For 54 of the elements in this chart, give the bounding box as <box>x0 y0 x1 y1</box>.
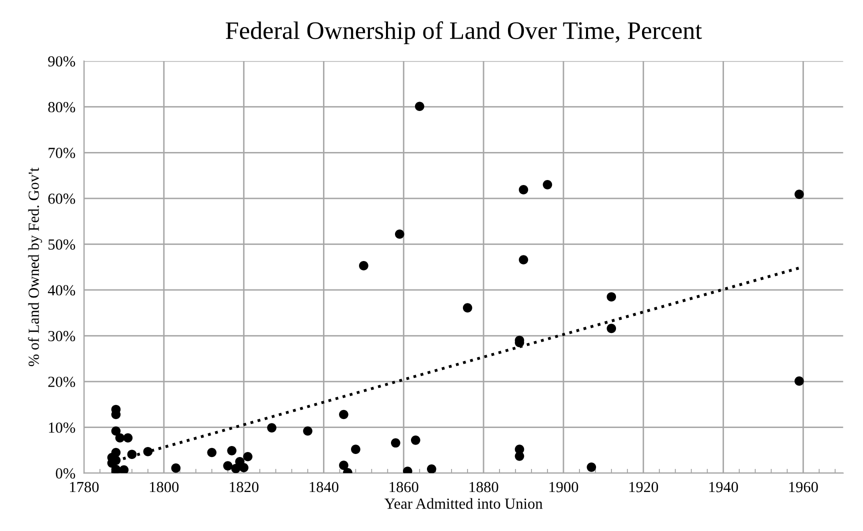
point <box>119 465 129 474</box>
y-tick-label: 80% <box>48 102 76 112</box>
x-tick-label: 1940 <box>709 482 738 492</box>
point <box>410 436 420 445</box>
point <box>351 444 360 454</box>
point <box>518 185 528 194</box>
y-tick-label: 30% <box>48 330 76 342</box>
point <box>239 462 248 472</box>
chart-title: Federal Ownership of Land Over Time, Percent <box>226 21 702 44</box>
x-tick-label: 1880 <box>470 482 498 492</box>
y-tick-label: 90% <box>48 56 76 67</box>
point <box>123 433 133 443</box>
point <box>115 433 125 443</box>
point <box>542 180 552 190</box>
point <box>359 261 368 270</box>
point <box>514 452 524 461</box>
point <box>606 292 616 302</box>
point <box>794 376 804 386</box>
point <box>606 324 616 334</box>
point <box>426 464 436 474</box>
point <box>794 190 804 199</box>
y-tick-label: 20% <box>48 376 76 388</box>
x-tick-label: 1780 <box>70 482 99 492</box>
x-tick-label: 1920 <box>629 482 658 492</box>
point <box>462 303 472 312</box>
x-tick-label: 1860 <box>390 482 418 492</box>
y-axis-title: % of Land Owned by Fed. Gov't <box>28 168 42 366</box>
point <box>227 446 236 456</box>
point <box>339 460 348 470</box>
point <box>394 229 404 239</box>
x-tick-label: 1800 <box>150 482 179 492</box>
point <box>339 410 348 420</box>
point <box>111 426 121 436</box>
x-tick-label: 1840 <box>310 482 338 492</box>
y-tick-label: 70% <box>48 148 76 158</box>
point <box>267 423 276 432</box>
point <box>243 452 252 462</box>
point <box>414 102 424 112</box>
point <box>223 461 232 470</box>
y-tick-label: 60% <box>48 194 76 204</box>
y-tick-label: 10% <box>48 422 76 433</box>
point <box>586 462 596 472</box>
y-tick-label: 40% <box>48 285 76 296</box>
x-axis-title: Year Admitted into Union <box>384 498 543 509</box>
x-tick-label: 1900 <box>550 482 578 492</box>
x-tick-label: 1960 <box>789 482 818 492</box>
point <box>390 438 400 448</box>
y-tick-label: 0% <box>56 468 76 479</box>
point <box>207 448 216 458</box>
x-tick-label: 1820 <box>230 482 258 492</box>
y-tick-label: 50% <box>48 239 76 250</box>
point <box>303 426 312 436</box>
point <box>518 255 528 264</box>
point <box>171 463 181 473</box>
